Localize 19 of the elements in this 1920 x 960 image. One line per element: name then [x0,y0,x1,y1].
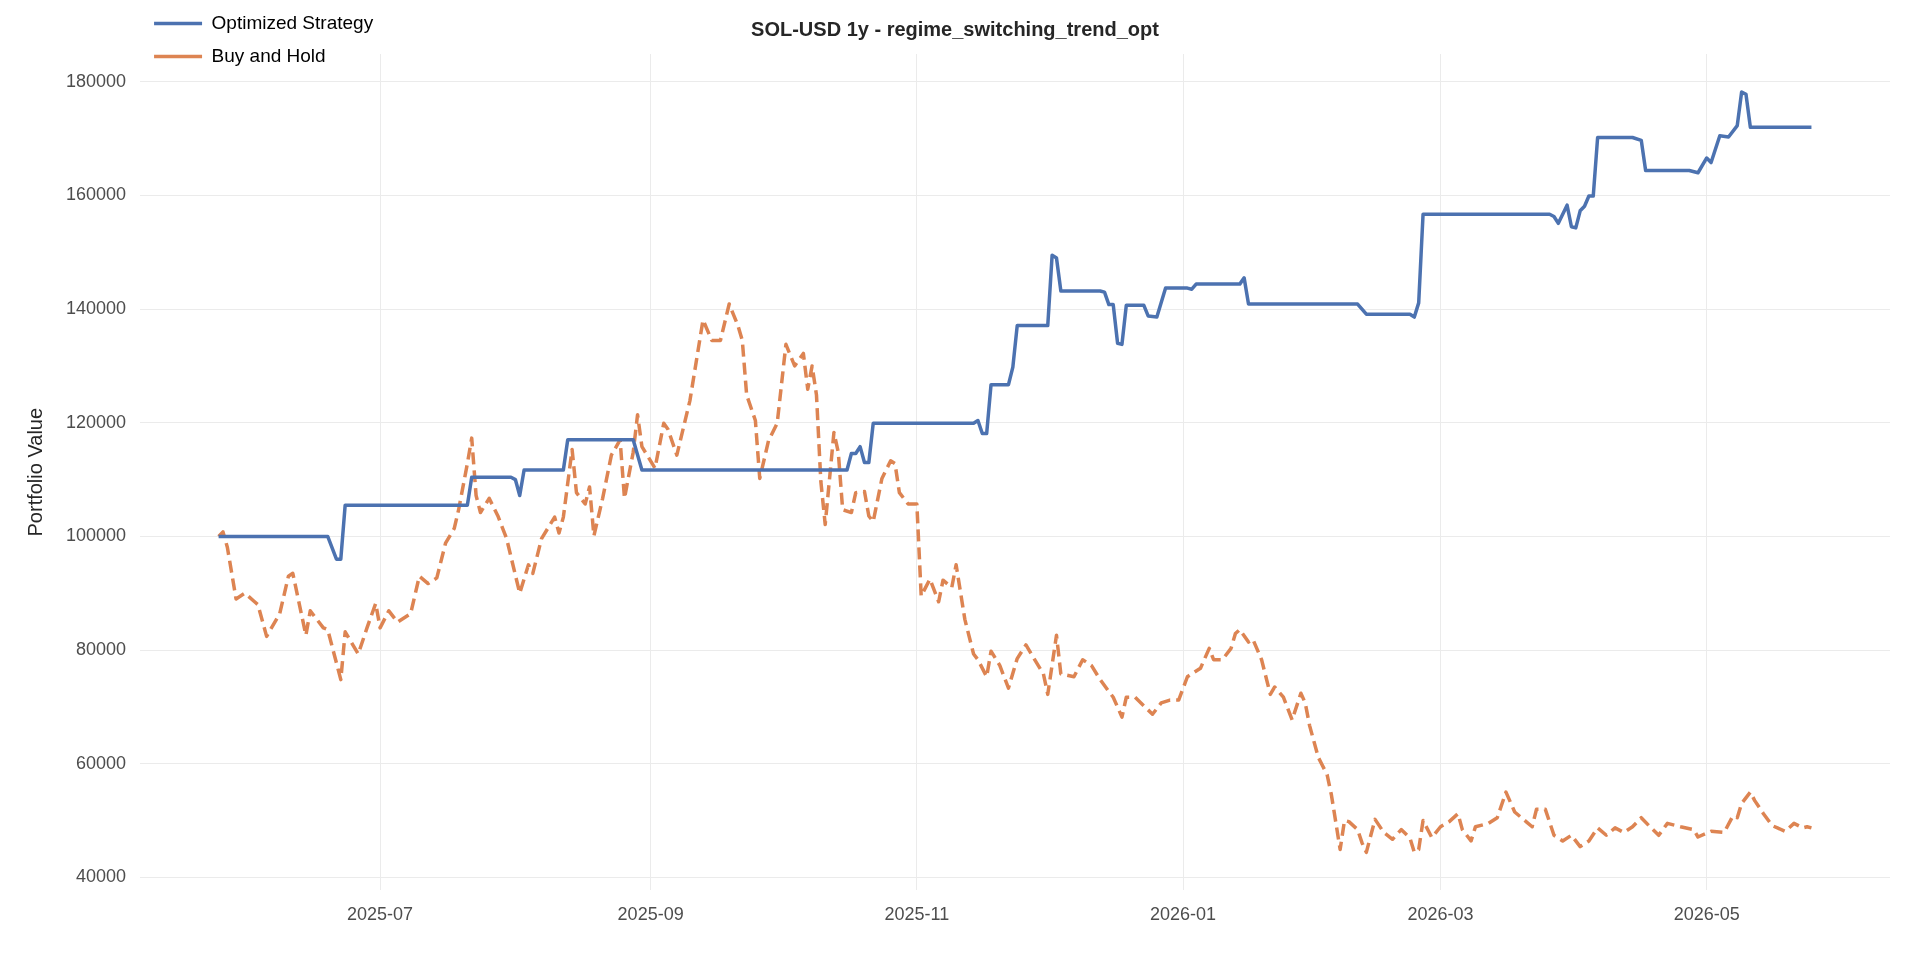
y-tick-label: 120000 [65,411,127,432]
y-tick-label: 80000 [76,639,127,660]
chart-title: SOL-USD 1y - regime_switching_trend_opt [751,17,1160,40]
x-tick-label: 2026-03 [1407,904,1474,925]
x-tick-label: 2025-11 [884,904,950,925]
y-tick-label: 100000 [65,525,127,546]
x-tick-label: 2025-07 [347,904,414,925]
legend-label: Buy and Hold [211,44,326,66]
x-tick-label: 2025-09 [617,904,684,925]
y-tick-label: 140000 [65,298,127,319]
y-axis-title: Portfolio Value [23,407,46,537]
legend-label: Optimized Strategy [211,11,374,33]
y-tick-label: 40000 [76,866,127,887]
line-series [216,302,1814,855]
x-tick-label: 2026-05 [1673,904,1740,925]
y-tick-label: 60000 [76,752,127,773]
y-tick-label: 180000 [65,70,127,91]
y-tick-label: 160000 [65,184,127,205]
x-tick-label: 2026-01 [1150,904,1217,925]
